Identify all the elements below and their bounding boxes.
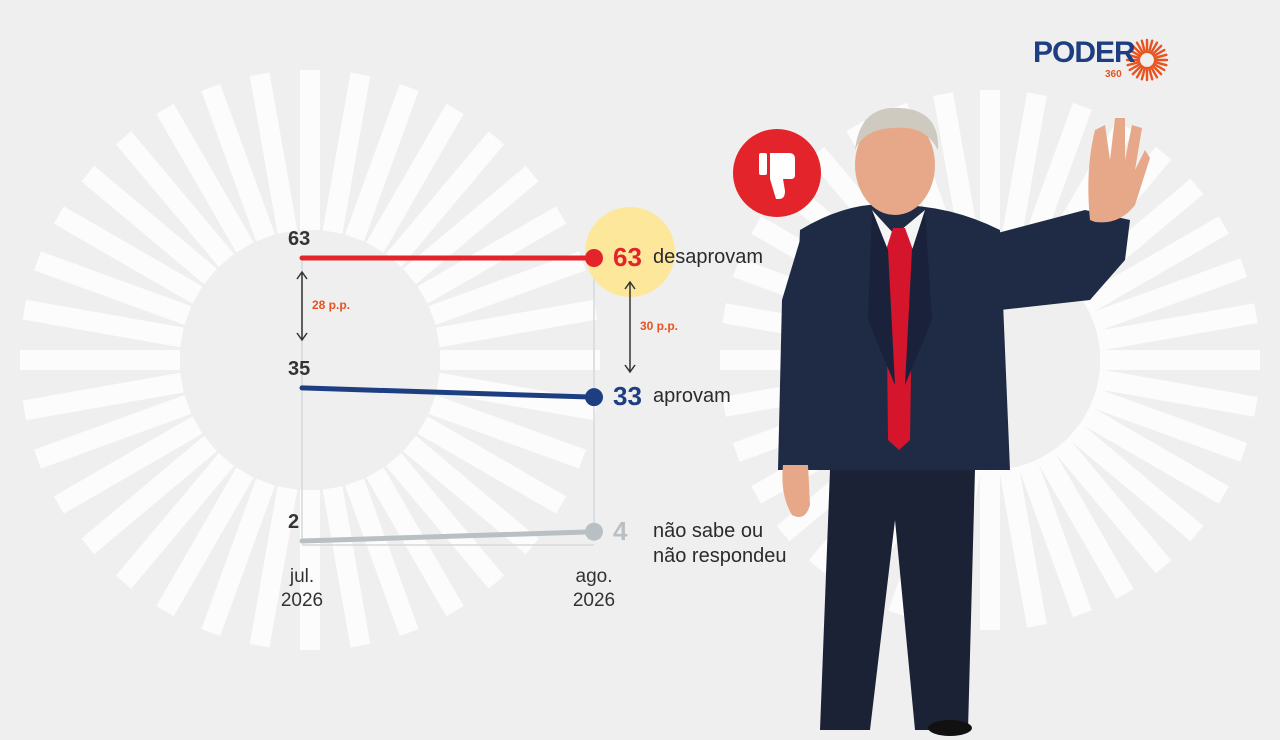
sunburst-ray xyxy=(366,103,464,253)
sunburst-ray xyxy=(1080,216,1229,314)
sun-ray xyxy=(1149,65,1159,79)
sunburst-ray xyxy=(81,435,217,555)
sunburst-ray xyxy=(999,92,1047,254)
approval-chart xyxy=(296,207,675,546)
x-tick-label: 2026 xyxy=(572,590,616,611)
x-tick-label: 2026 xyxy=(280,590,324,611)
start-value-label: 63 xyxy=(288,228,311,250)
sunburst-ray xyxy=(156,103,254,253)
sunburst-ray xyxy=(1036,450,1134,599)
series-name-label: desaprovam xyxy=(653,246,764,268)
gap-arrow-head xyxy=(624,280,636,290)
sun-ray xyxy=(1128,62,1142,72)
sun-ray xyxy=(1131,44,1143,56)
sunburst-ray xyxy=(385,131,505,267)
sunburst-ray xyxy=(1067,423,1204,542)
sunburst-ray xyxy=(81,165,217,285)
sunburst-ray xyxy=(436,299,598,348)
sunburst-ray xyxy=(999,466,1047,628)
series-end-point xyxy=(585,388,603,407)
sunburst-ray xyxy=(1080,406,1229,504)
sun-ray xyxy=(1151,64,1163,76)
sunburst-ray xyxy=(249,486,298,648)
gap-arrow-head xyxy=(296,270,308,280)
sun-ray xyxy=(1135,41,1145,55)
series-end-point xyxy=(585,249,603,267)
sunburst-ray xyxy=(201,84,275,242)
series-end-point xyxy=(585,522,603,541)
sunburst-ray xyxy=(417,416,567,514)
start-value-label: 2 xyxy=(288,511,300,533)
gap-annotation: 28 p.p. xyxy=(312,298,351,312)
sun-ray xyxy=(1147,39,1154,54)
sun-ray xyxy=(1128,48,1142,58)
sunburst-ray xyxy=(1053,437,1172,574)
sunburst-ray xyxy=(1096,369,1258,417)
sun-ray xyxy=(1126,53,1141,60)
sun-ray xyxy=(1147,66,1154,81)
gap-annotation: 30 p.p. xyxy=(640,319,679,333)
sunburst-ray xyxy=(53,416,203,514)
series-name-label: aprovam xyxy=(653,385,731,408)
sunburst-ray xyxy=(1018,459,1092,618)
thumbs-down-icon xyxy=(733,129,821,217)
sunburst-ray xyxy=(1089,258,1248,332)
start-value-label: 35 xyxy=(288,357,311,380)
x-tick-label: ago. xyxy=(575,566,613,587)
x-tick-label: jul. xyxy=(289,566,315,587)
sunburst-ray xyxy=(115,131,235,267)
sunburst-ray xyxy=(322,486,371,648)
sun-ray xyxy=(1140,39,1147,54)
sunburst-ray xyxy=(417,206,567,304)
end-value-label: 63 xyxy=(613,242,642,272)
sunburst-ray xyxy=(115,453,235,589)
sunburst-ray xyxy=(34,395,192,469)
sun-ray xyxy=(1151,44,1163,56)
sunburst-ray xyxy=(201,478,275,636)
sun-ray xyxy=(1140,66,1147,81)
end-value-label: 33 xyxy=(613,381,642,412)
sunburst-ray xyxy=(385,453,505,589)
sunburst-ray xyxy=(1089,388,1248,462)
person-illustration xyxy=(778,107,1150,736)
highlight-circle xyxy=(585,207,675,297)
sun-ray xyxy=(1152,62,1166,72)
sun-ray xyxy=(1126,60,1141,67)
series-line xyxy=(299,529,597,544)
series-name-label: não sabe ou xyxy=(653,519,764,542)
series-line xyxy=(299,385,597,400)
sun-ray xyxy=(1153,60,1168,67)
sunburst-ray xyxy=(1096,303,1258,351)
brand-logo-subtext: 360 xyxy=(1105,69,1122,80)
sunburst-ray xyxy=(322,72,371,234)
gap-arrow-head xyxy=(296,332,308,342)
end-value-label: 4 xyxy=(613,515,628,546)
sun-ray xyxy=(1149,41,1159,55)
brand-logo-text: PODER xyxy=(1033,36,1136,69)
sunburst-ray xyxy=(249,72,298,234)
sunburst-ray xyxy=(22,299,184,348)
sunburst-ray xyxy=(428,251,586,325)
gap-arrow-head xyxy=(624,364,636,374)
sunburst-ray xyxy=(403,435,539,555)
sunburst-ray xyxy=(345,84,419,242)
sun-ray xyxy=(1135,65,1145,79)
sun-ray xyxy=(1131,64,1143,76)
sunburst-ray xyxy=(53,206,203,304)
sunburst-ray xyxy=(366,467,464,617)
sunburst-ray xyxy=(428,395,586,469)
sun-icon xyxy=(1125,38,1169,82)
sun-ray xyxy=(1152,48,1166,58)
sunburst-ray xyxy=(345,478,419,636)
sunburst-ray xyxy=(34,251,192,325)
decorative-sunburst-left xyxy=(20,70,600,650)
sun-ray xyxy=(1153,53,1168,60)
sunburst-ray xyxy=(22,372,184,421)
series-name-label: não respondeu xyxy=(653,544,787,567)
sunburst-ray xyxy=(156,467,254,617)
